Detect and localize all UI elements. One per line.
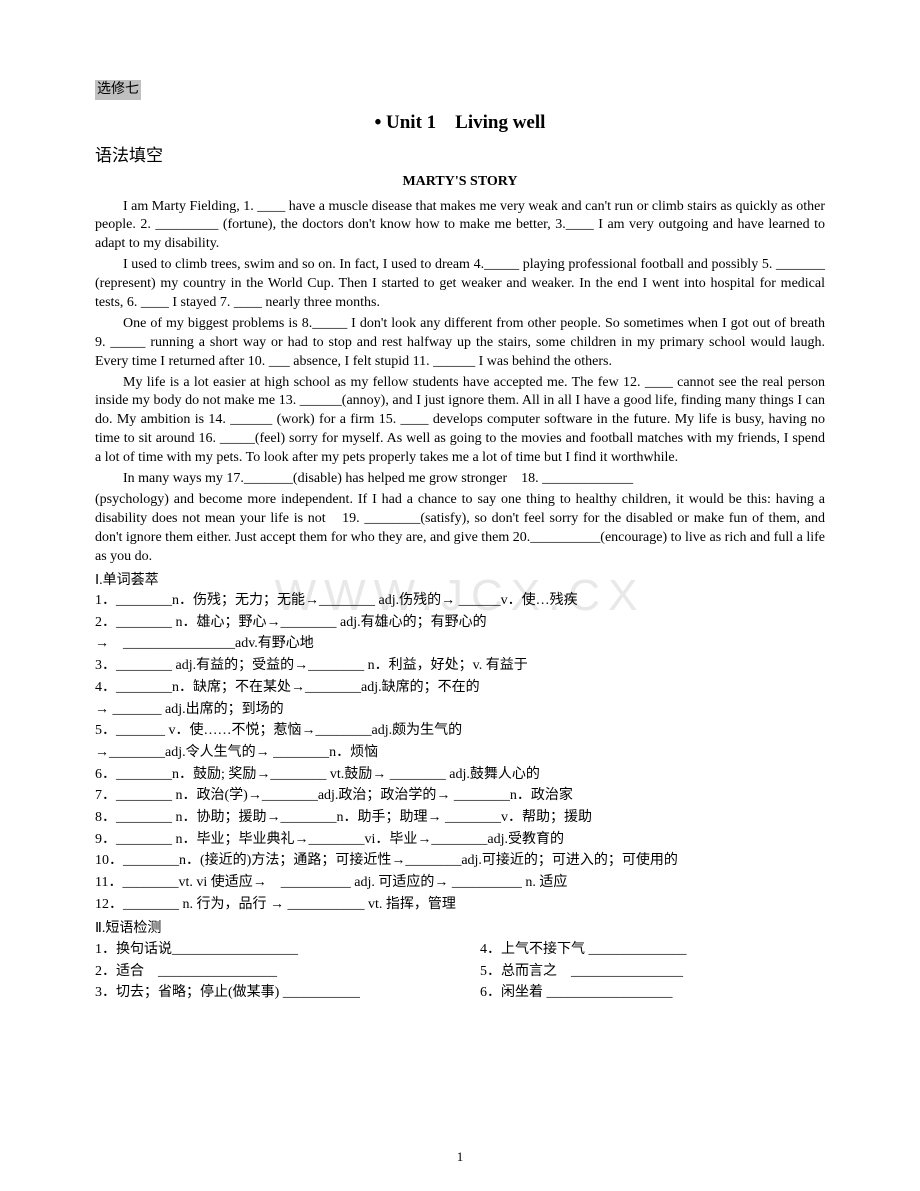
- vocab-12: 12．________ n. 行为，品行 → ___________ vt. 指…: [95, 894, 825, 916]
- paragraph-3: One of my biggest problems is 8._____ I …: [95, 315, 825, 372]
- vocab-5: 5．_______ v．使……不悦；惹恼→________adj.颇为生气的: [95, 720, 825, 742]
- bullet-icon: •: [375, 112, 382, 133]
- vocab-8: 8．________ n．协助；援助→________n．助手；助理→ ____…: [95, 807, 825, 829]
- phrase-col-left: 1．换句话说__________________ 2．适合 __________…: [95, 939, 440, 1004]
- vocab-section-title: Ⅰ.单词荟萃: [95, 571, 825, 591]
- vocab-5b: →________adj.令人生气的→ ________n．烦恼: [95, 742, 825, 764]
- paragraph-5b: (psychology) and become more independent…: [95, 491, 825, 567]
- vocab-9: 9．________ n．毕业；毕业典礼→________vi．毕业→_____…: [95, 829, 825, 851]
- vocab-2: 2．________ n．雄心；野心→________ adj.有雄心的；有野心…: [95, 612, 825, 634]
- phrase-section-title: Ⅱ.短语检测: [95, 919, 825, 939]
- phrase-5: 5．总而言之 ________________: [480, 961, 825, 983]
- vocab-2b: → ________________adv.有野心地: [95, 633, 825, 655]
- vocab-10: 10．________n．(接近的)方法；通路；可接近性→________adj…: [95, 850, 825, 872]
- grammar-section-label: 语法填空: [95, 144, 825, 168]
- unit-title: • Unit 1 Living well: [95, 110, 825, 137]
- paragraph-1: I am Marty Fielding, 1. ____ have a musc…: [95, 198, 825, 255]
- phrase-2: 2．适合 _________________: [95, 961, 440, 983]
- phrase-col-right: 4．上气不接下气 ______________ 5．总而言之 _________…: [480, 939, 825, 1004]
- paragraph-2: I used to climb trees, swim and so on. I…: [95, 256, 825, 313]
- paragraph-5a: In many ways my 17._______(disable) has …: [95, 470, 825, 489]
- phrase-6: 6．闲坐着 __________________: [480, 982, 825, 1004]
- phrase-3: 3．切去；省略；停止(做某事) ___________: [95, 982, 440, 1004]
- paragraph-4: My life is a lot easier at high school a…: [95, 374, 825, 468]
- content-wrapper: 选修七 • Unit 1 Living well 语法填空 MARTY'S ST…: [95, 80, 825, 1004]
- phrase-columns: 1．换句话说__________________ 2．适合 __________…: [95, 939, 825, 1004]
- story-title: MARTY'S STORY: [95, 172, 825, 192]
- vocab-3: 3．________ adj.有益的；受益的→________ n．利益，好处；…: [95, 655, 825, 677]
- vocab-11: 11．________vt. vi 使适应→ __________ adj. 可…: [95, 872, 825, 894]
- vocab-6: 6．________n．鼓励; 奖励→________ vt.鼓励→ _____…: [95, 764, 825, 786]
- vocab-4: 4．________n．缺席；不在某处→________adj.缺席的；不在的: [95, 677, 825, 699]
- unit-title-text: Unit 1 Living well: [386, 112, 545, 133]
- phrase-4: 4．上气不接下气 ______________: [480, 939, 825, 961]
- vocab-4b: → _______ adj.出席的；到场的: [95, 699, 825, 721]
- header-tag: 选修七: [95, 80, 141, 100]
- page-number: 1: [0, 1148, 920, 1166]
- phrase-1: 1．换句话说__________________: [95, 939, 440, 961]
- vocab-1: 1．________n．伤残；无力；无能→________ adj.伤残的→ _…: [95, 590, 825, 612]
- vocab-7: 7．________ n．政治(学)→________adj.政治；政治学的→ …: [95, 785, 825, 807]
